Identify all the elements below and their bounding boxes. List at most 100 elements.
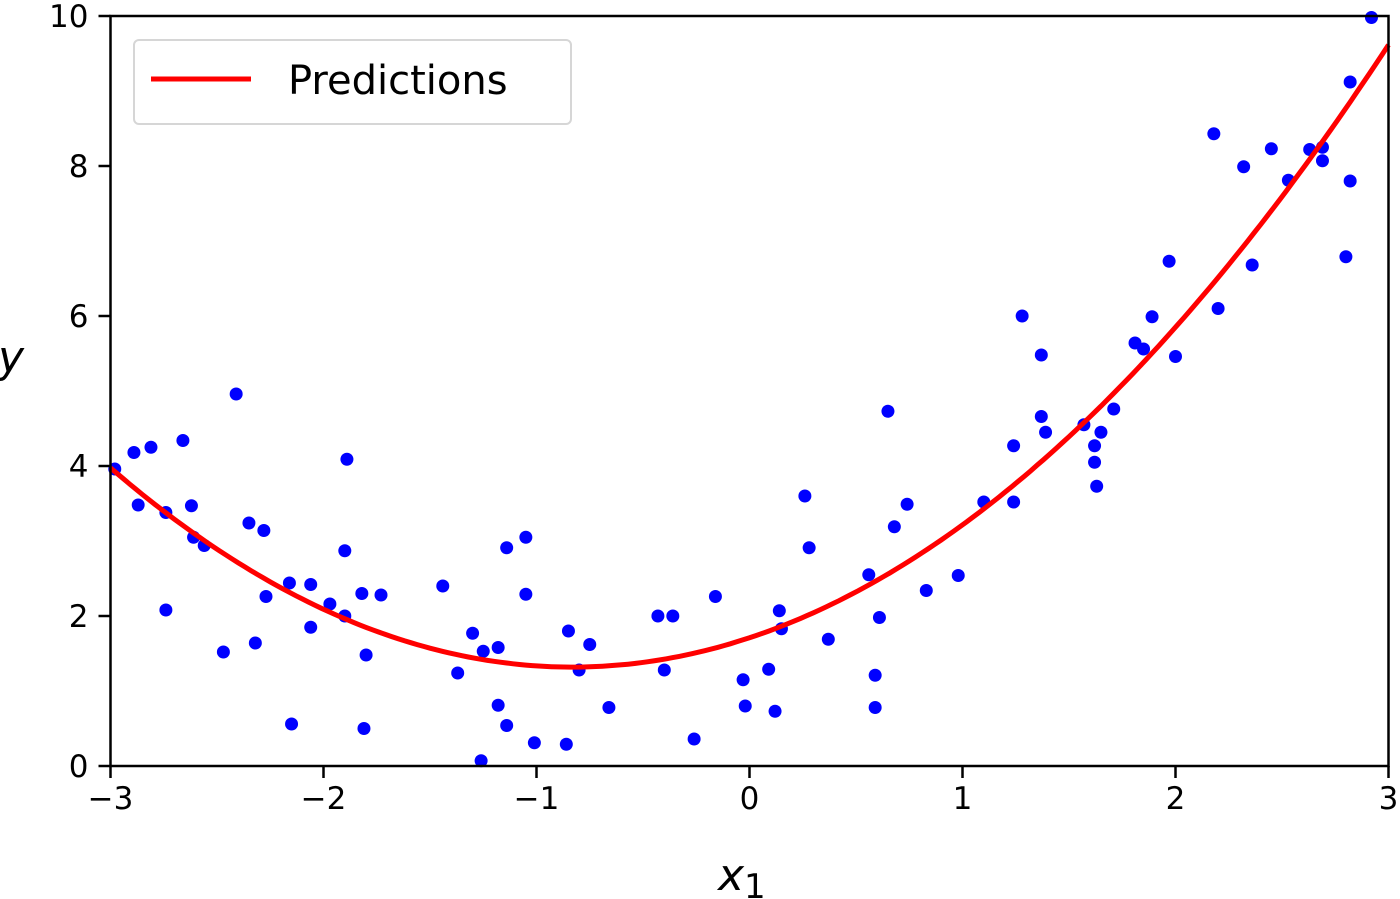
x-axis-ticks: −3 −2 −1 0 1 2 3 <box>88 766 1399 817</box>
data-point <box>1007 439 1021 453</box>
data-point <box>338 544 352 558</box>
data-point <box>359 648 373 662</box>
data-point <box>184 499 198 513</box>
data-point <box>476 644 490 658</box>
data-point <box>1211 302 1225 315</box>
data-point <box>176 434 190 447</box>
data-point <box>1343 75 1357 89</box>
data-point <box>1015 309 1029 323</box>
data-point <box>355 587 369 600</box>
data-point <box>127 446 141 459</box>
data-point <box>872 611 886 624</box>
data-point <box>951 569 965 582</box>
data-point <box>881 404 895 418</box>
data-point <box>1364 11 1378 24</box>
data-point <box>1169 350 1182 363</box>
data-point <box>1107 402 1121 416</box>
x-tick-label: 0 <box>740 781 760 817</box>
y-axis-label: y <box>0 332 25 383</box>
x-tick-label: −2 <box>301 781 347 817</box>
data-point <box>491 641 505 654</box>
data-point <box>374 588 388 602</box>
data-point <box>500 541 514 555</box>
data-point <box>687 732 701 746</box>
data-point <box>451 666 465 680</box>
data-point <box>1245 258 1259 272</box>
data-point <box>519 587 533 601</box>
data-point <box>144 440 158 454</box>
predictions-line <box>108 43 1391 670</box>
data-point <box>583 638 597 651</box>
data-point <box>1090 479 1104 493</box>
data-point <box>1237 160 1251 174</box>
data-point <box>259 590 273 603</box>
data-point <box>802 541 816 555</box>
data-point <box>821 632 835 646</box>
data-point <box>466 626 480 640</box>
data-point <box>1343 174 1357 188</box>
data-point <box>868 701 882 714</box>
plot-frame <box>109 14 1390 768</box>
data-point <box>1264 142 1278 156</box>
data-point <box>357 722 371 735</box>
data-point <box>1339 250 1353 264</box>
data-point <box>1034 410 1048 423</box>
data-point <box>304 578 318 591</box>
data-point <box>862 568 876 582</box>
data-point <box>242 516 256 530</box>
data-point <box>474 754 488 768</box>
data-point <box>285 717 299 731</box>
y-tick-label: 6 <box>69 299 89 335</box>
x-tick-label: 1 <box>953 781 973 817</box>
data-point <box>216 645 230 659</box>
data-point <box>1207 127 1221 141</box>
legend: Predictions <box>133 39 572 125</box>
x-tick-label: −1 <box>514 781 560 817</box>
x-tick-label: 3 <box>1379 781 1399 817</box>
data-point <box>561 624 575 638</box>
data-point <box>500 719 514 732</box>
data-point <box>772 604 786 618</box>
data-point <box>738 699 752 713</box>
data-point <box>1145 310 1159 324</box>
y-tick-label: 10 <box>49 0 88 35</box>
data-point <box>519 530 533 544</box>
data-point <box>768 704 782 718</box>
data-point <box>762 662 776 676</box>
y-tick-label: 0 <box>69 749 89 785</box>
data-point <box>323 597 337 611</box>
data-point <box>304 620 318 634</box>
data-point <box>651 609 665 623</box>
y-tick-label: 8 <box>69 149 89 185</box>
y-tick-label: 2 <box>69 599 89 635</box>
x-tick-label: −3 <box>88 781 134 817</box>
data-point <box>248 636 262 650</box>
data-point <box>1034 348 1048 362</box>
data-point <box>257 524 271 537</box>
data-point <box>1088 439 1102 453</box>
x-axis-label-subscript: 1 <box>744 867 766 899</box>
data-point <box>887 520 901 534</box>
legend-box <box>133 39 572 125</box>
data-point <box>282 576 296 590</box>
data-point <box>798 489 812 503</box>
y-tick-label: 4 <box>69 449 89 485</box>
data-point <box>527 736 541 750</box>
data-point <box>559 737 573 751</box>
data-point <box>657 663 671 677</box>
data-point <box>900 497 914 511</box>
data-point <box>491 698 505 712</box>
data-point <box>1137 342 1151 356</box>
data-point <box>1088 455 1102 469</box>
y-axis-ticks: 0 2 4 6 8 10 <box>49 0 111 785</box>
data-point <box>666 609 680 623</box>
data-point <box>229 387 243 401</box>
data-point <box>131 498 145 512</box>
data-point <box>1039 425 1053 439</box>
x-axis-label: x1 <box>716 850 766 899</box>
data-point <box>1315 154 1329 168</box>
data-point <box>1162 254 1176 268</box>
data-point <box>736 673 750 687</box>
data-point <box>708 590 722 603</box>
